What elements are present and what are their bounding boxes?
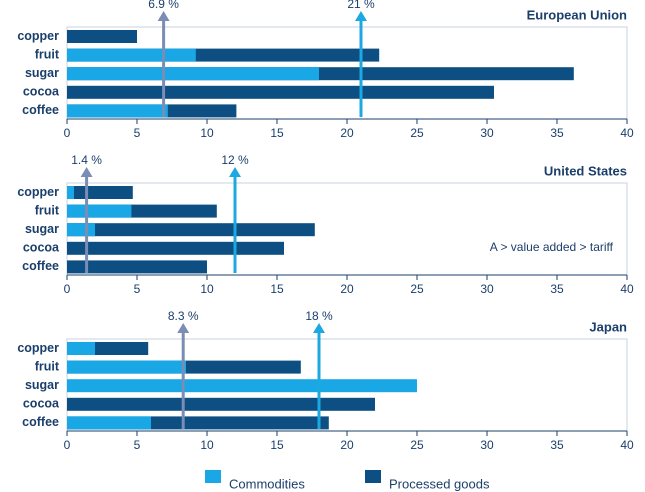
category-label: cocoa bbox=[23, 85, 60, 99]
category-label: fruit bbox=[35, 47, 60, 61]
x-tick-label: 15 bbox=[270, 126, 284, 140]
x-tick-label: 10 bbox=[200, 282, 214, 296]
x-tick-label: 15 bbox=[270, 438, 284, 452]
category-label: copper bbox=[17, 29, 59, 43]
x-tick-label: 0 bbox=[64, 282, 71, 296]
category-label: coffee bbox=[22, 415, 59, 429]
x-tick-label: 30 bbox=[480, 282, 494, 296]
panel-title: United States bbox=[544, 163, 627, 178]
x-tick-label: 40 bbox=[620, 126, 634, 140]
x-tick-label: 5 bbox=[134, 438, 141, 452]
annotation-label: 18 % bbox=[305, 309, 333, 323]
x-tick-label: 30 bbox=[480, 438, 494, 452]
x-tick-label: 40 bbox=[620, 438, 634, 452]
category-label: sugar bbox=[25, 222, 59, 236]
bar bbox=[67, 260, 207, 274]
category-label: coffee bbox=[22, 259, 59, 273]
x-tick-label: 25 bbox=[410, 438, 424, 452]
x-tick-label: 20 bbox=[340, 282, 354, 296]
category-label: fruit bbox=[35, 203, 60, 217]
x-tick-label: 25 bbox=[410, 126, 424, 140]
bar bbox=[67, 186, 133, 199]
category-label: copper bbox=[17, 185, 59, 199]
bar bbox=[67, 241, 284, 255]
legend-label: Processed goods bbox=[389, 476, 490, 491]
x-tick-label: 40 bbox=[620, 282, 634, 296]
bar bbox=[67, 342, 95, 355]
bar bbox=[67, 48, 196, 62]
x-tick-label: 20 bbox=[340, 126, 354, 140]
x-tick-label: 5 bbox=[134, 126, 141, 140]
x-tick-label: 0 bbox=[64, 438, 71, 452]
x-tick-label: 0 bbox=[64, 126, 71, 140]
annotation-label: 8.3 % bbox=[168, 309, 199, 323]
x-tick-label: 10 bbox=[200, 438, 214, 452]
legend-swatch bbox=[365, 470, 381, 483]
category-label: copper bbox=[17, 341, 59, 355]
category-label: cocoa bbox=[23, 241, 60, 255]
x-tick-label: 35 bbox=[550, 126, 564, 140]
x-tick-label: 5 bbox=[134, 282, 141, 296]
x-tick-label: 35 bbox=[550, 282, 564, 296]
bar bbox=[67, 85, 494, 99]
panel-title: Japan bbox=[589, 319, 627, 334]
arrow-head bbox=[355, 11, 367, 21]
bar bbox=[67, 416, 151, 430]
x-tick-label: 25 bbox=[410, 282, 424, 296]
bar bbox=[67, 67, 319, 81]
arrow-head bbox=[313, 323, 325, 333]
x-tick-label: 30 bbox=[480, 126, 494, 140]
annotation-label: 12 % bbox=[221, 153, 249, 167]
arrow-head bbox=[229, 167, 241, 177]
arrow-head bbox=[80, 167, 93, 177]
bar bbox=[67, 30, 137, 43]
x-tick-label: 20 bbox=[340, 438, 354, 452]
category-label: sugar bbox=[25, 378, 59, 392]
category-label: cocoa bbox=[23, 397, 60, 411]
legend-label: Commodities bbox=[229, 476, 305, 491]
bar bbox=[67, 223, 95, 237]
annotation-label: 6.9 % bbox=[148, 0, 179, 11]
x-tick-label: 10 bbox=[200, 126, 214, 140]
annotation-label: 21 % bbox=[347, 0, 375, 11]
x-tick-label: 15 bbox=[270, 282, 284, 296]
arrow-head bbox=[157, 11, 170, 21]
bar bbox=[67, 360, 186, 374]
panel-title: European Union bbox=[527, 7, 627, 22]
legend-swatch bbox=[205, 470, 221, 483]
annotation-label: 1.4 % bbox=[71, 153, 102, 167]
bar bbox=[67, 379, 417, 393]
bar bbox=[67, 204, 132, 218]
x-tick-label: 35 bbox=[550, 438, 564, 452]
bar bbox=[67, 104, 168, 118]
category-label: fruit bbox=[35, 359, 60, 373]
category-label: coffee bbox=[22, 103, 59, 117]
note: A > value added > tariff bbox=[490, 240, 614, 254]
bar bbox=[67, 186, 74, 199]
category-label: sugar bbox=[25, 66, 59, 80]
arrow-head bbox=[177, 323, 190, 333]
bar bbox=[67, 223, 315, 237]
bar bbox=[67, 397, 375, 411]
